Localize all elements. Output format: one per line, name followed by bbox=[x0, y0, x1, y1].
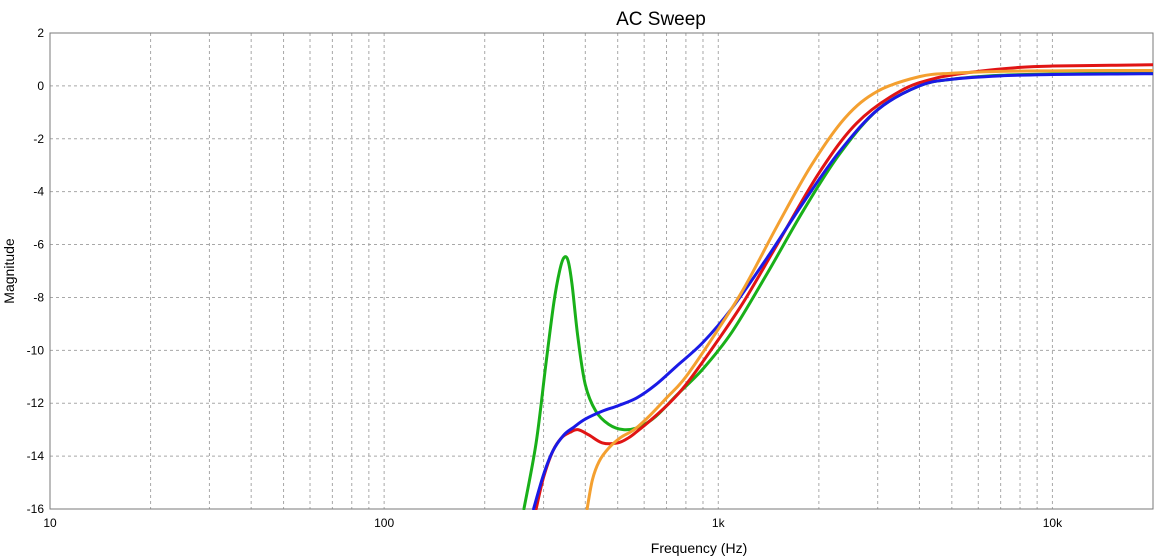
y-tick-label: 0 bbox=[37, 79, 44, 93]
y-tick-label: 2 bbox=[37, 26, 44, 40]
series-lines bbox=[522, 63, 1153, 510]
y-tick-label: -4 bbox=[33, 185, 44, 199]
chart-title: AC Sweep bbox=[616, 9, 706, 30]
y-tick-label: -2 bbox=[33, 132, 44, 146]
y-axis-label: Magnitude bbox=[1, 238, 17, 304]
x-axis-label: Frequency (Hz) bbox=[651, 540, 747, 556]
grid-lines bbox=[50, 32, 1154, 510]
y-tick-label: -12 bbox=[27, 396, 45, 410]
y-tick-label: -16 bbox=[27, 502, 45, 516]
x-tick-label: 1k bbox=[712, 516, 726, 530]
x-tick-label: 10k bbox=[1043, 516, 1063, 530]
y-tick-label: -8 bbox=[33, 290, 44, 304]
tick-labels: 10 100 1k 10k 2 0 -2 -4 -6 -8 -10 -12 -14 -16 bbox=[27, 26, 1063, 530]
y-tick-label: -14 bbox=[27, 449, 45, 463]
series-line-2 bbox=[534, 63, 1153, 510]
series-line-3 bbox=[532, 72, 1153, 510]
x-tick-label: 10 bbox=[43, 516, 57, 530]
x-tick-label: 100 bbox=[374, 516, 394, 530]
y-tick-label: -10 bbox=[27, 343, 45, 357]
y-tick-label: -6 bbox=[33, 238, 44, 252]
series-line-4 bbox=[585, 69, 1153, 510]
plot-frame bbox=[49, 32, 1154, 510]
